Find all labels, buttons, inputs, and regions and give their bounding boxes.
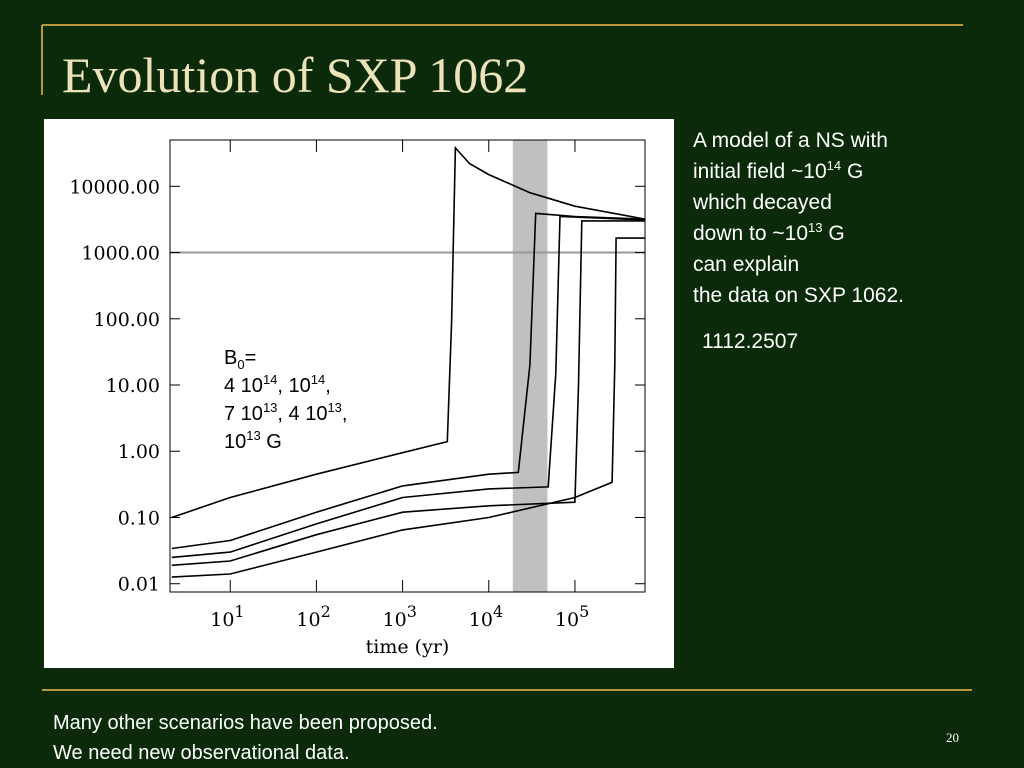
text-run: , 4 10 <box>277 403 327 425</box>
y-tick-label: 1.00 <box>118 441 160 463</box>
text-run: G <box>261 431 282 453</box>
x-tick-label: 102 <box>296 602 330 631</box>
x-tick-exponent: 5 <box>579 602 589 621</box>
x-tick-label: 105 <box>555 602 589 631</box>
x-tick-exponent: 3 <box>407 602 417 621</box>
description-line: can explain <box>693 253 799 276</box>
x-tick-exponent: 1 <box>234 602 244 621</box>
x-tick-exponent: 2 <box>321 602 331 621</box>
annotation-line: 7 1013, 4 1013, <box>224 400 347 425</box>
x-tick-base: 10 <box>296 609 320 631</box>
x-tick-base: 10 <box>555 609 579 631</box>
x-tick-label: 104 <box>469 602 503 631</box>
superscript: 13 <box>263 400 277 415</box>
y-tick-label: 0.10 <box>118 507 160 529</box>
series-line <box>171 212 646 550</box>
text-run: , <box>342 403 348 425</box>
superscript: 13 <box>246 428 260 443</box>
superscript: 14 <box>263 372 277 387</box>
series-line <box>171 215 646 559</box>
text-run: the data on SXP 1062. <box>693 284 904 307</box>
y-tick-label: 10.00 <box>106 375 160 397</box>
text-run: initial field ~10 <box>693 160 827 183</box>
y-tick-label: 100.00 <box>94 309 160 331</box>
superscript: 14 <box>311 372 325 387</box>
x-tick-base: 10 <box>469 609 493 631</box>
slide-title: Evolution of SXP 1062 <box>62 47 528 103</box>
text-run: G <box>841 160 863 183</box>
superscript: 14 <box>827 158 841 173</box>
y-tick-label: 0.01 <box>118 574 160 596</box>
text-run: B <box>224 347 237 369</box>
text-run: G <box>822 222 844 245</box>
note: 1112.2507 <box>702 330 798 353</box>
annotation-line: B0= <box>224 347 256 372</box>
text-run: 4 10 <box>224 375 263 397</box>
series-line <box>171 237 645 578</box>
superscript: 13 <box>808 220 822 235</box>
text-run: A model of a NS with <box>693 129 888 152</box>
x-tick-label: 103 <box>383 602 417 631</box>
text-run: 10 <box>224 431 246 453</box>
annotation-line: 1013 G <box>224 428 282 453</box>
text-run: down to ~10 <box>693 222 808 245</box>
description-line: initial field ~1014 G <box>693 158 863 183</box>
text-run: 7 10 <box>224 403 263 425</box>
annotation-line: 4 1014, 1014, <box>224 372 331 397</box>
subscript: 0 <box>237 357 244 372</box>
series-line <box>171 220 645 567</box>
text-run: = <box>245 347 257 369</box>
page-number: 20 <box>946 730 959 745</box>
figure-background <box>44 119 674 668</box>
text-run: , <box>325 375 331 397</box>
text-run: , 10 <box>277 375 310 397</box>
x-tick-label: 101 <box>210 602 244 631</box>
superscript: 13 <box>327 400 341 415</box>
description-line: which decayed <box>692 191 832 214</box>
text-run: which decayed <box>692 191 832 214</box>
description-line: down to ~1013 G <box>693 220 845 245</box>
plot-frame <box>169 139 646 593</box>
y-tick-label: 10000.00 <box>69 176 160 198</box>
x-tick-base: 10 <box>210 609 234 631</box>
footer-line: We need new observational data. <box>53 742 350 764</box>
x-tick-base: 10 <box>383 609 407 631</box>
text-run: can explain <box>693 253 799 276</box>
x-tick-exponent: 4 <box>493 602 503 621</box>
x-axis-label: time (yr) <box>366 636 450 658</box>
description-line: the data on SXP 1062. <box>693 284 904 307</box>
description-line: A model of a NS with <box>693 129 888 152</box>
series-line <box>171 145 646 519</box>
y-tick-label: 1000.00 <box>81 243 160 265</box>
footer-line: Many other scenarios have been proposed. <box>53 712 438 734</box>
